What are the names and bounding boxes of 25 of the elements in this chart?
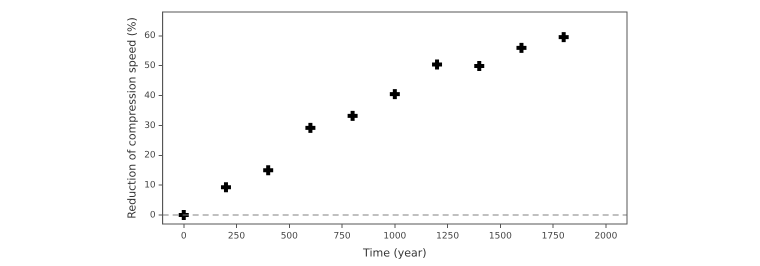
y-tick-label: 50: [144, 61, 156, 72]
x-tick-label: 1500: [488, 232, 512, 242]
x-tick-label: 750: [333, 232, 351, 242]
x-tick-label: 500: [280, 232, 298, 242]
x-axis-title: Time (year): [362, 246, 427, 260]
x-tick-label: 1000: [383, 232, 407, 242]
y-tick-label: 10: [144, 180, 156, 191]
y-tick-label: 60: [144, 31, 156, 42]
point: [303, 120, 318, 135]
point: [388, 87, 402, 102]
x-tick-label: 1750: [542, 232, 565, 242]
y-tick-label: 30: [144, 120, 156, 131]
x-tick-label: 250: [228, 232, 246, 242]
point: [514, 40, 528, 55]
point: [218, 180, 233, 194]
y-tick-label: 0: [150, 210, 156, 220]
y-tick-label: 20: [144, 150, 156, 161]
y-tick-label: 40: [144, 90, 156, 101]
x-tick-label: 0: [180, 232, 187, 242]
point: [346, 108, 360, 123]
point: [556, 30, 571, 44]
x-tick-label: 2000: [594, 232, 618, 242]
point: [261, 163, 276, 178]
x-tick-label: 1250: [436, 232, 460, 242]
y-axis-title: Reduction of compression speed (%): [125, 17, 138, 219]
